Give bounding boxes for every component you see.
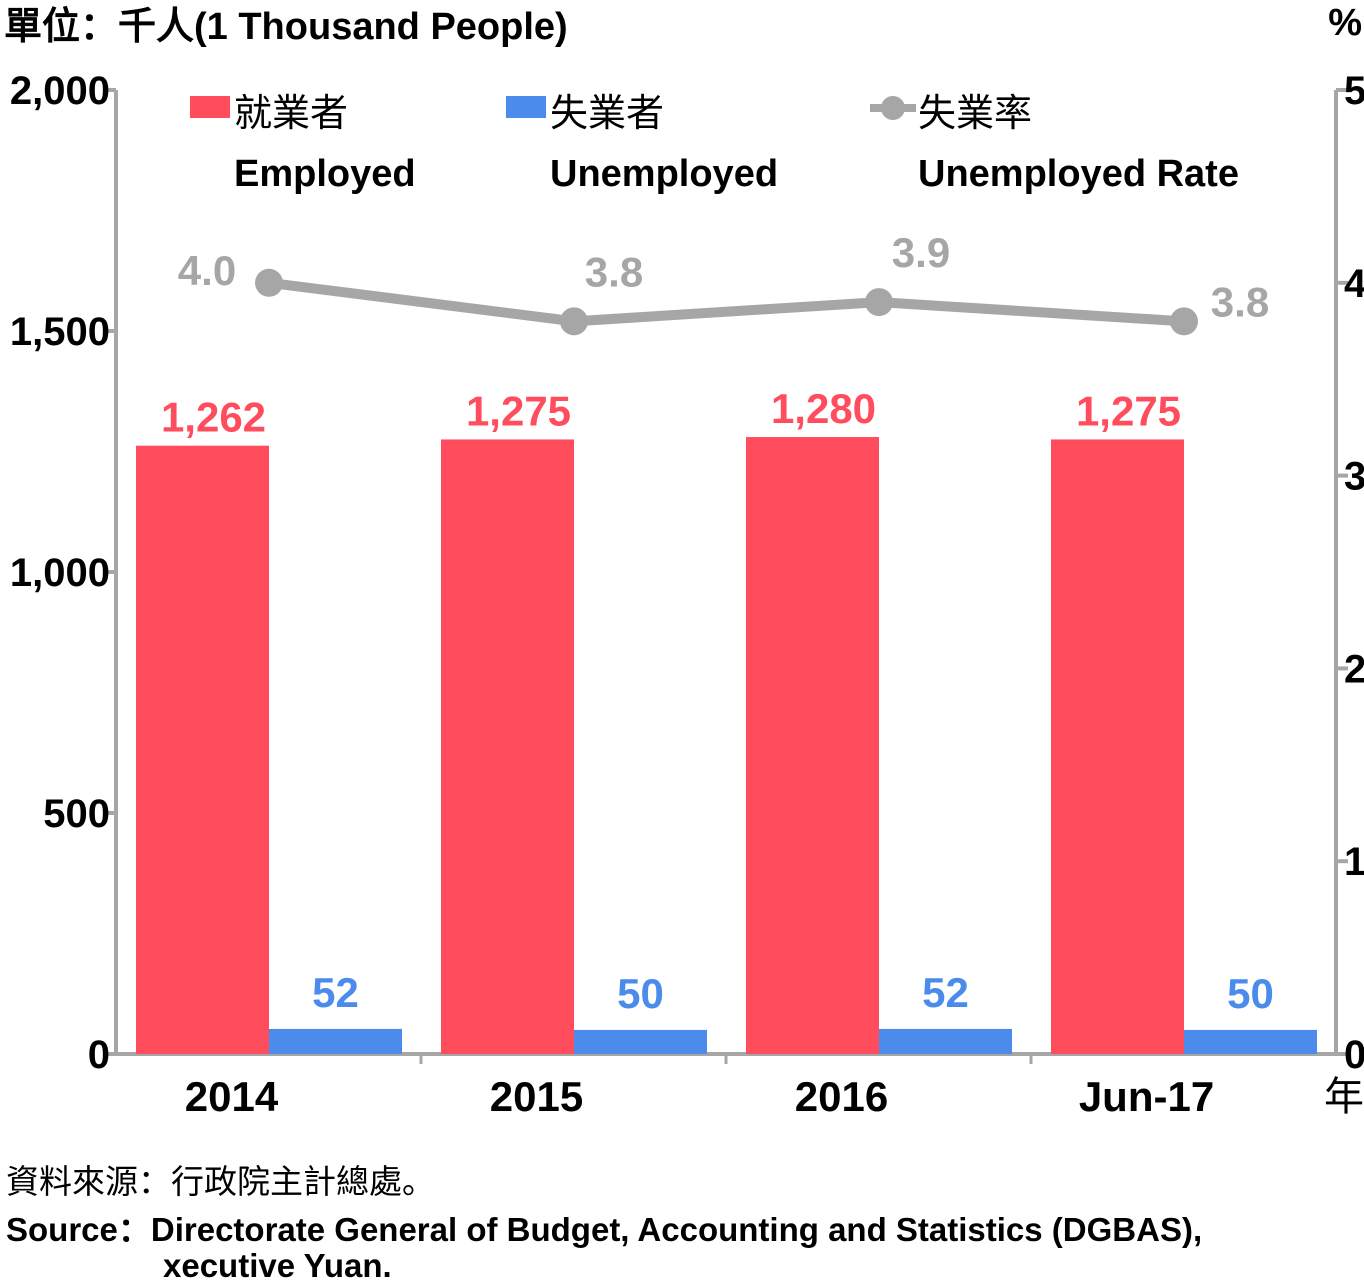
- label-employed: 1,275: [466, 387, 571, 434]
- legend-label-cn: 失業者: [550, 91, 664, 135]
- y-tick-label-left: 500: [43, 792, 110, 836]
- label-rate: 3.9: [892, 229, 950, 276]
- x-tick-label: Jun-17: [1079, 1073, 1214, 1120]
- y-tick-label-right: 2: [1344, 647, 1364, 691]
- rate-point: [560, 307, 588, 336]
- rate-point: [255, 268, 283, 297]
- y-tick-label-left: 1,500: [10, 310, 110, 354]
- bar-unemployed: [1184, 1029, 1317, 1054]
- legend-marker: [881, 96, 905, 120]
- bars: [136, 437, 1317, 1054]
- legend-swatch: [190, 96, 230, 118]
- x-tick-label: 2016: [795, 1073, 888, 1120]
- label-rate: 3.8: [1211, 278, 1269, 325]
- legend-swatch: [506, 96, 546, 118]
- legend-label-en: Employed: [234, 153, 416, 195]
- bar-unemployed: [879, 1028, 1012, 1054]
- y-tick-label-right: 5: [1344, 69, 1364, 113]
- y-tick-label-right: 3: [1344, 455, 1364, 499]
- label-unemployed: 50: [1227, 970, 1274, 1017]
- legend-label-cn: 就業者: [234, 91, 348, 135]
- unit-label: 單位：千人(1 Thousand People): [4, 6, 568, 48]
- label-unemployed: 52: [922, 969, 969, 1016]
- chart: 0 500 1,000 1,500 2,000 0 1 2 3 4 5 2014 2015 2016 Jun…: [4, 2, 1364, 1120]
- label-rate: 4.0: [178, 247, 236, 294]
- bar-unemployed: [574, 1029, 707, 1054]
- label-unemployed: 52: [312, 969, 359, 1016]
- label-employed: 1,275: [1076, 387, 1181, 434]
- y-tick-label-right: 4: [1344, 262, 1364, 306]
- data-labels: 1,262 52 1,275 50 1,280 52 1,275 50 4.0 3.8 3.9 3.8: [161, 229, 1274, 1017]
- bar-employed: [136, 445, 269, 1054]
- bar-unemployed: [269, 1028, 402, 1054]
- bar-employed: [1051, 439, 1184, 1054]
- rate-polyline: [268, 277, 1185, 327]
- label-employed: 1,280: [771, 385, 876, 432]
- legend: 就業者 Employed 失業者 Unemployed 失業率 Unemployed Ra…: [190, 91, 1239, 195]
- y-tick-label-left: 0: [88, 1033, 110, 1077]
- bar-employed: [441, 439, 574, 1054]
- bar-employed: [746, 437, 879, 1054]
- x-tick-label: 2015: [490, 1073, 583, 1120]
- y-tick-label-left: 1,000: [10, 551, 110, 595]
- source-en-line1: Source：Directorate General of Budget, Ac…: [6, 1211, 1203, 1248]
- label-rate: 3.8: [585, 248, 643, 295]
- source-en-line2: xecutive Yuan.: [163, 1247, 392, 1284]
- rate-point: [1170, 307, 1198, 336]
- label-employed: 1,262: [161, 394, 266, 441]
- axes: 0 500 1,000 1,500 2,000 0 1 2 3 4 5 2014 2015 2016 Jun…: [10, 69, 1364, 1120]
- y-tick-label-right: 1: [1344, 840, 1364, 884]
- year-label: 年: [1324, 1074, 1364, 1120]
- legend-label-en: Unemployed: [550, 153, 778, 195]
- rate-point: [865, 288, 893, 317]
- legend-label-cn: 失業率: [918, 91, 1032, 135]
- rate-line: [255, 268, 1198, 336]
- label-unemployed: 50: [617, 970, 664, 1017]
- x-tick-label: 2014: [185, 1073, 279, 1120]
- y-tick-label-right: 0: [1344, 1033, 1364, 1077]
- right-unit-label: %: [1328, 2, 1362, 44]
- legend-label-en: Unemployed Rate: [918, 153, 1239, 195]
- source-cn: 資料來源：行政院主計總處。: [6, 1163, 435, 1200]
- y-tick-label-left: 2,000: [10, 69, 110, 113]
